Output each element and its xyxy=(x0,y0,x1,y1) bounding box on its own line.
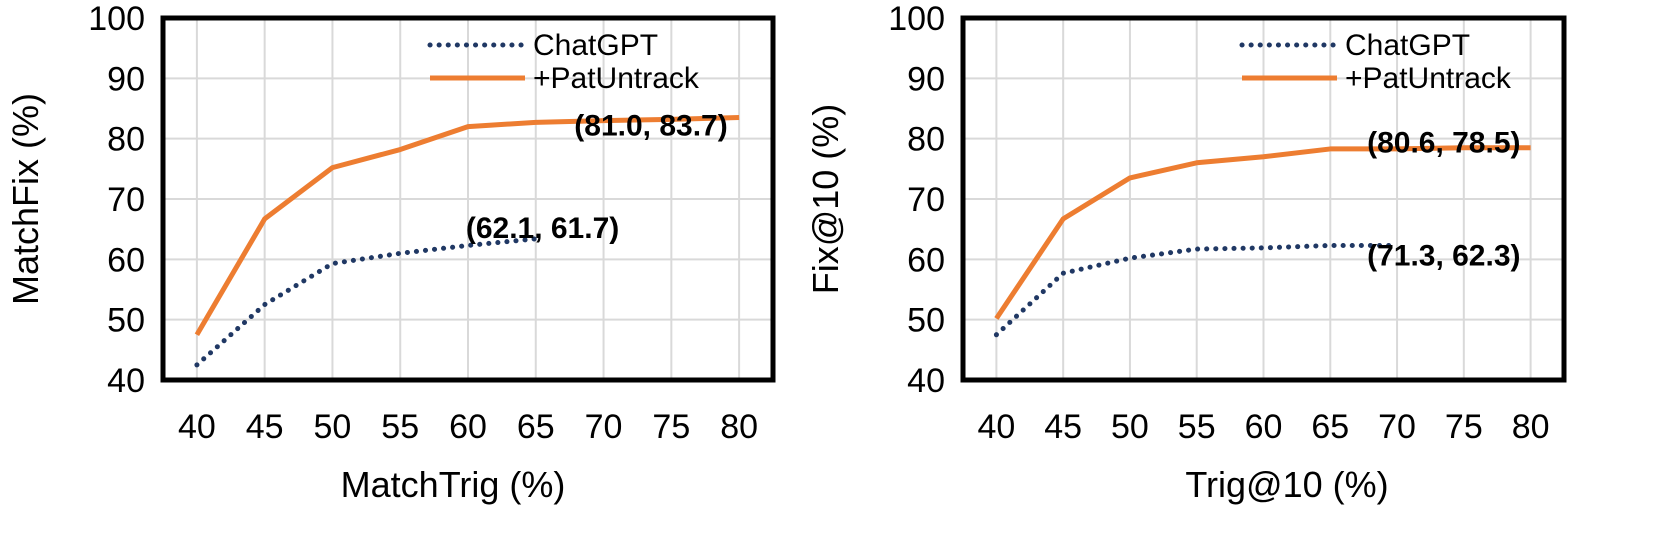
chart-panel-1: 40 50 60 70 80 90 100 40 45 50 55 60 65 70 75 80 MatchTr… xyxy=(5,0,773,505)
y-tick-label: 90 xyxy=(907,60,945,98)
x-axis-title: MatchTrig (%) xyxy=(341,464,566,505)
x-tick-label: 75 xyxy=(652,408,690,446)
y-tick-label: 80 xyxy=(107,121,145,159)
y-tick-label: 40 xyxy=(907,362,945,400)
x-tick-label: 55 xyxy=(381,408,419,446)
x-tick-label: 65 xyxy=(1311,408,1349,446)
x-tick-label: 55 xyxy=(1178,408,1216,446)
x-tick-label: 50 xyxy=(1111,408,1149,446)
y-axis-title: MatchFix (%) xyxy=(5,93,46,305)
x-tick-label: 80 xyxy=(720,408,758,446)
y-axis-title: Fix@10 (%) xyxy=(805,104,846,295)
y-tick-label: 100 xyxy=(888,0,945,38)
annotation-label: (71.3, 62.3) xyxy=(1367,239,1520,272)
x-tick-label: 70 xyxy=(585,408,623,446)
x-tick-label: 60 xyxy=(1245,408,1283,446)
y-tick-label: 50 xyxy=(107,302,145,340)
annotation-label: (62.1, 61.7) xyxy=(466,212,619,245)
legend-label: +PatUntrack xyxy=(533,62,700,95)
annotation-label: (81.0, 83.7) xyxy=(574,110,727,143)
x-tick-label: 75 xyxy=(1445,408,1483,446)
x-tick-label: 45 xyxy=(246,408,284,446)
legend-label: ChatGPT xyxy=(1345,29,1470,62)
y-tick-label: 100 xyxy=(88,0,145,38)
x-tick-label: 80 xyxy=(1512,408,1550,446)
series-line-chatgpt xyxy=(197,239,536,365)
x-tick-label: 40 xyxy=(977,408,1015,446)
legend-label: +PatUntrack xyxy=(1345,62,1512,95)
y-tick-label: 50 xyxy=(907,302,945,340)
y-tick-label: 60 xyxy=(107,241,145,279)
y-tick-label: 40 xyxy=(107,362,145,400)
legend-label: ChatGPT xyxy=(533,29,658,62)
y-tick-label: 80 xyxy=(907,121,945,159)
x-tick-label: 60 xyxy=(449,408,487,446)
y-tick-label: 90 xyxy=(107,60,145,98)
chart-panel-2: 40 50 60 70 80 90 100 40 45 50 55 60 65 70 75 80 Trig@10… xyxy=(805,0,1564,505)
y-tick-label: 70 xyxy=(907,181,945,219)
y-tick-label: 60 xyxy=(907,241,945,279)
x-tick-label: 65 xyxy=(517,408,555,446)
x-tick-label: 50 xyxy=(314,408,352,446)
x-tick-label: 40 xyxy=(178,408,216,446)
x-axis-title: Trig@10 (%) xyxy=(1185,464,1388,505)
y-tick-label: 70 xyxy=(107,181,145,219)
annotation-label: (80.6, 78.5) xyxy=(1367,127,1520,160)
x-tick-label: 45 xyxy=(1044,408,1082,446)
x-tick-label: 70 xyxy=(1378,408,1416,446)
